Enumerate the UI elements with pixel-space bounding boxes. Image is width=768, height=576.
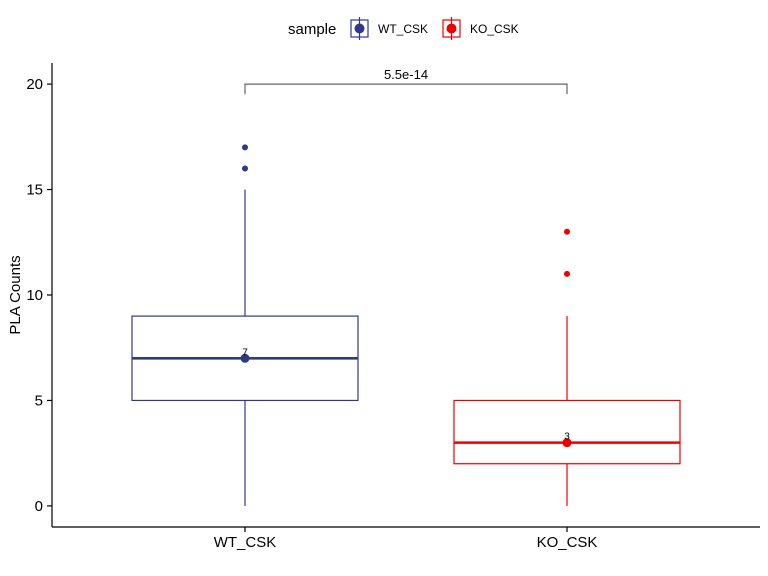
legend-label-ko: KO_CSK — [470, 22, 519, 36]
y-tick-label: 15 — [26, 182, 43, 199]
y-tick-label: 10 — [26, 287, 43, 304]
legend-key-wt-dot — [354, 23, 365, 34]
legend-title: sample — [288, 21, 336, 38]
y-tick-label: 0 — [35, 498, 43, 515]
y-ticks: 0 5 10 15 20 — [26, 76, 52, 515]
legend: sample WT_CSK KO_CSK — [288, 17, 519, 40]
y-axis-title: PLA Counts — [7, 255, 24, 334]
p-value-label: 5.5e-14 — [384, 67, 428, 82]
mean-point — [562, 438, 572, 448]
median-label: 7 — [242, 347, 248, 358]
legend-label-wt: WT_CSK — [378, 22, 428, 36]
legend-item-wt: WT_CSK — [350, 17, 428, 40]
mean-point — [240, 353, 250, 363]
x-tick-label-ko: KO_CSK — [537, 534, 598, 551]
legend-key-ko-dot — [446, 23, 457, 34]
outlier-point — [564, 228, 570, 235]
x-tick-label-wt: WT_CSK — [214, 534, 277, 551]
box-ko: 3 — [453, 228, 681, 506]
outlier-point — [242, 165, 248, 172]
significance-bracket: 5.5e-14 — [244, 67, 568, 95]
y-tick-label: 20 — [26, 76, 43, 93]
legend-item-ko: KO_CSK — [442, 17, 519, 40]
outlier-point — [242, 144, 248, 151]
box-wt: 7 — [131, 144, 359, 506]
median-label: 3 — [564, 432, 570, 443]
x-ticks: WT_CSK KO_CSK — [214, 527, 598, 551]
bracket-line — [244, 83, 568, 95]
box-iqr — [453, 399, 681, 465]
y-tick-label: 5 — [35, 392, 43, 409]
outlier-point — [564, 270, 570, 277]
